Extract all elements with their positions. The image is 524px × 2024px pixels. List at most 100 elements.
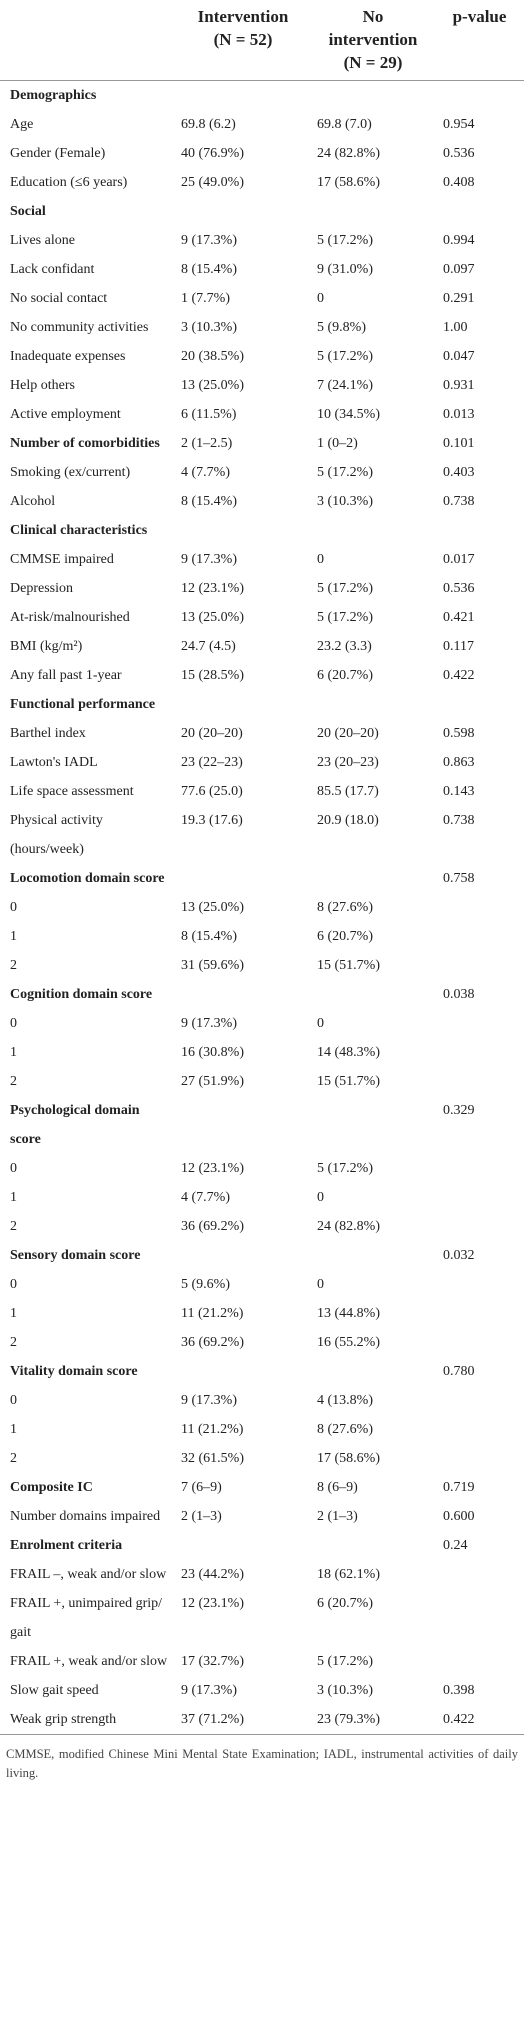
table-cell: CMMSE impaired bbox=[0, 545, 175, 574]
row-label: 2 bbox=[10, 1074, 17, 1089]
table-row: Any fall past 1-year 15 (28.5%) 6 (20.7%) 0… bbox=[0, 661, 524, 690]
table-cell: Composite IC bbox=[0, 1473, 175, 1502]
table-cell: 69.8 (6.2) bbox=[175, 110, 311, 139]
table-cell: 5 (17.2%) bbox=[311, 1154, 435, 1183]
table-cell: 24.7 (4.5) bbox=[175, 632, 311, 661]
row-label: Age bbox=[10, 117, 34, 132]
table-row: Life space assessment 77.6 (25.0) 85.5 (17… bbox=[0, 777, 524, 806]
table-cell: Lawton's IADL bbox=[0, 748, 175, 777]
cell-value: 6 (20.7%) bbox=[317, 929, 373, 944]
cell-value: 0.598 bbox=[443, 726, 475, 741]
table-cell: 0.738 bbox=[435, 487, 524, 516]
table-cell: Physical activity (hours/week) bbox=[0, 806, 175, 864]
section-heading-row: Clinical characteristics bbox=[0, 516, 524, 545]
table-cell: 0.013 bbox=[435, 400, 524, 429]
cell-value: 0.719 bbox=[443, 1480, 475, 1495]
table-cell: 25 (49.0%) bbox=[175, 168, 311, 197]
table-cell: At-risk/malnourished bbox=[0, 603, 175, 632]
section-heading-row: Demographics bbox=[0, 81, 524, 111]
row-label: 1 bbox=[10, 1306, 17, 1321]
cell-value: 13 (25.0%) bbox=[181, 900, 244, 915]
data-table: Intervention (N = 52) No intervention (N = 2… bbox=[0, 4, 524, 1735]
table-cell: Locomotion domain score bbox=[0, 864, 175, 893]
table-cell: 8 (27.6%) bbox=[311, 1415, 435, 1444]
table-cell bbox=[435, 197, 524, 226]
row-label: 1 bbox=[10, 929, 17, 944]
table-cell bbox=[175, 864, 311, 893]
cell-value: 0.780 bbox=[443, 1364, 475, 1379]
table-cell: 0.329 bbox=[435, 1096, 524, 1154]
section-heading-row: Vitality domain score 0.780 bbox=[0, 1357, 524, 1386]
table-cell: 6 (20.7%) bbox=[311, 661, 435, 690]
table-cell: 0.047 bbox=[435, 342, 524, 371]
cell-value: 20 (20–20) bbox=[317, 726, 379, 741]
table-cell: Number of comorbidities bbox=[0, 429, 175, 458]
cell-value: 9 (17.3%) bbox=[181, 1393, 237, 1408]
cell-value: 9 (17.3%) bbox=[181, 552, 237, 567]
table-cell bbox=[435, 893, 524, 922]
table-cell: No social contact bbox=[0, 284, 175, 313]
cell-value: 8 (15.4%) bbox=[181, 929, 237, 944]
table-cell: 0.117 bbox=[435, 632, 524, 661]
table-cell: 23 (79.3%) bbox=[311, 1705, 435, 1735]
table-cell: Gender (Female) bbox=[0, 139, 175, 168]
cell-value: 23 (44.2%) bbox=[181, 1567, 244, 1582]
row-label: Clinical characteristics bbox=[10, 523, 148, 538]
cell-value: 36 (69.2%) bbox=[181, 1219, 244, 1234]
table-cell: 5 (17.2%) bbox=[311, 574, 435, 603]
table-cell: 0.422 bbox=[435, 661, 524, 690]
cell-value: 9 (17.3%) bbox=[181, 233, 237, 248]
row-label: No community activities bbox=[10, 320, 149, 335]
row-label: Smoking (ex/current) bbox=[10, 465, 131, 480]
row-label: Number domains impaired bbox=[10, 1509, 161, 1524]
table-cell: 0 bbox=[0, 1009, 175, 1038]
table-cell: No community activities bbox=[0, 313, 175, 342]
cell-value: 15 (51.7%) bbox=[317, 958, 380, 973]
table-cell: 1 bbox=[0, 1299, 175, 1328]
cell-value: 5 (17.2%) bbox=[317, 233, 373, 248]
header-text: (N = 29) bbox=[343, 53, 403, 72]
table-cell: 2 (1–3) bbox=[311, 1502, 435, 1531]
table-cell: 0.422 bbox=[435, 1705, 524, 1735]
table-cell: 11 (21.2%) bbox=[175, 1299, 311, 1328]
cell-value: 8 (15.4%) bbox=[181, 494, 237, 509]
table-cell: 2 (1–2.5) bbox=[175, 429, 311, 458]
header-text: p-value bbox=[452, 7, 507, 26]
table-row: Number domains impaired 2 (1–3) 2 (1–3) 0.6… bbox=[0, 1502, 524, 1531]
header-cell: p-value bbox=[435, 4, 524, 81]
footnote: CMMSE, modified Chinese Mini Mental Stat… bbox=[6, 1747, 518, 1780]
header-cell bbox=[0, 4, 175, 81]
table-cell: 23.2 (3.3) bbox=[311, 632, 435, 661]
table-row: 2 36 (69.2%) 24 (82.8%) bbox=[0, 1212, 524, 1241]
table-cell: 0.017 bbox=[435, 545, 524, 574]
table-cell: Lack confidant bbox=[0, 255, 175, 284]
table-cell bbox=[435, 1183, 524, 1212]
table-cell: 2 bbox=[0, 951, 175, 980]
cell-value: 5 (9.6%) bbox=[181, 1277, 230, 1292]
header-text: Intervention bbox=[197, 7, 289, 26]
cell-value: 9 (17.3%) bbox=[181, 1016, 237, 1031]
table-cell bbox=[175, 516, 311, 545]
table-cell: 24 (82.8%) bbox=[311, 1212, 435, 1241]
table-cell: 13 (44.8%) bbox=[311, 1299, 435, 1328]
row-label: At-risk/malnourished bbox=[10, 610, 130, 625]
table-cell: 0.24 bbox=[435, 1531, 524, 1560]
cell-value: 9 (17.3%) bbox=[181, 1683, 237, 1698]
cell-value: 3 (10.3%) bbox=[317, 494, 373, 509]
table-cell: 0.994 bbox=[435, 226, 524, 255]
row-label: Alcohol bbox=[10, 494, 56, 509]
table-cell: 8 (15.4%) bbox=[175, 255, 311, 284]
table-row: Weak grip strength 37 (71.2%) 23 (79.3%) 0.… bbox=[0, 1705, 524, 1735]
table-cell: 15 (51.7%) bbox=[311, 951, 435, 980]
table-row: At-risk/malnourished 13 (25.0%) 5 (17.2%) 0… bbox=[0, 603, 524, 632]
table-cell: 0 bbox=[311, 284, 435, 313]
row-label: Slow gait speed bbox=[10, 1683, 99, 1698]
cell-value: 11 (21.2%) bbox=[181, 1306, 244, 1321]
table-cell: Any fall past 1-year bbox=[0, 661, 175, 690]
table-row: No social contact 1 (7.7%) 0 0.291 bbox=[0, 284, 524, 313]
table-row: 0 13 (25.0%) 8 (27.6%) bbox=[0, 893, 524, 922]
cell-value: 20 (38.5%) bbox=[181, 349, 244, 364]
table-cell: 1 (7.7%) bbox=[175, 284, 311, 313]
table-cell bbox=[311, 1096, 435, 1154]
table-cell: 23 (22–23) bbox=[175, 748, 311, 777]
